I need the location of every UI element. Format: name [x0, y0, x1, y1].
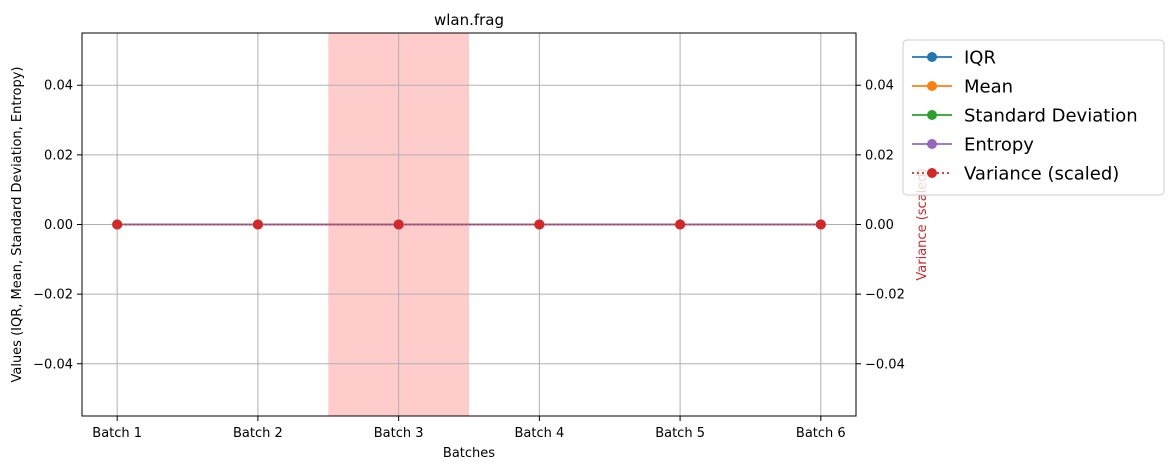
x-tick-label: Batch 2 — [233, 426, 283, 441]
y-axis-label-right: Variance (scaled) — [915, 168, 930, 280]
legend-item: Standard Deviation — [912, 106, 1138, 127]
x-tick-label: Batch 3 — [374, 426, 424, 441]
legend-label: Entropy — [964, 135, 1034, 156]
legend-marker — [927, 81, 937, 91]
series-point — [252, 219, 263, 230]
axis-layer: Batch 1 Batch 2 Batch 3 Batch 4 Batch 5 Batch… — [33, 79, 905, 441]
legend-marker — [927, 168, 937, 178]
y-axis-label-left: Values (IQR, Mean, Standard Deviation, E… — [10, 66, 25, 382]
y-tick-label-left: 0.02 — [44, 148, 73, 163]
x-tick-label: Batch 4 — [514, 426, 564, 441]
series-layer — [112, 219, 826, 230]
y-tick-label-right: 0.02 — [865, 148, 894, 163]
chart-title: wlan.frag — [434, 11, 504, 29]
legend: IQR Mean Standard Deviation Entropy Variance… — [902, 39, 1165, 196]
x-axis-label: Batches — [443, 446, 495, 461]
y-tick-label-right: 0.00 — [865, 218, 894, 233]
legend-label: Variance (scaled) — [964, 164, 1119, 185]
series-point — [675, 219, 686, 230]
legend-label: Standard Deviation — [964, 106, 1138, 127]
legend-label: IQR — [964, 48, 996, 69]
legend-item: IQR — [912, 48, 996, 69]
series-point — [534, 219, 545, 230]
y-tick-label-left: 0.00 — [44, 218, 73, 233]
legend-label: Mean — [964, 77, 1013, 98]
x-tick-label: Batch 1 — [92, 426, 142, 441]
legend-marker — [927, 52, 937, 62]
legend-marker — [927, 110, 937, 120]
series-point — [393, 219, 404, 230]
legend-item: Variance (scaled) — [912, 164, 1119, 185]
x-tick-label: Batch 6 — [796, 426, 846, 441]
legend-item: Entropy — [912, 135, 1034, 156]
x-tick-label: Batch 5 — [655, 426, 705, 441]
y-tick-label-right: 0.04 — [865, 79, 894, 94]
legend-item: Mean — [912, 77, 1013, 98]
series-point — [112, 219, 123, 230]
legend-box — [902, 39, 1165, 196]
series-point — [815, 219, 826, 230]
legend-items: IQR Mean Standard Deviation Entropy Variance… — [912, 48, 1138, 185]
legend-marker — [927, 139, 937, 149]
y-tick-label-left: 0.04 — [44, 79, 73, 94]
y-tick-label-right: −0.02 — [865, 288, 905, 303]
y-tick-label-left: −0.04 — [33, 357, 73, 372]
y-tick-label-right: −0.04 — [865, 357, 905, 372]
y-tick-label-left: −0.02 — [33, 288, 73, 303]
